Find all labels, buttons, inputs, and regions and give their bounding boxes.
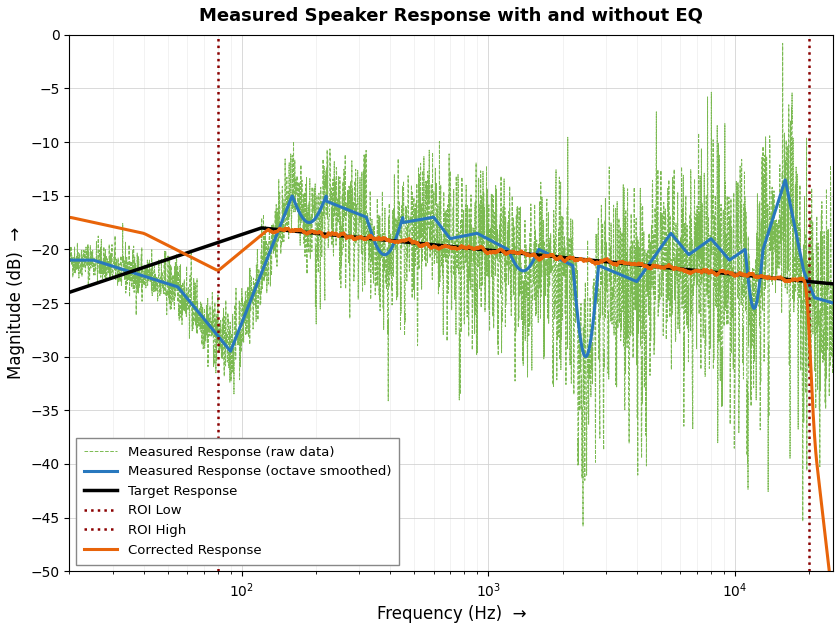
Measured Response (raw data): [357, 256, 367, 264]
Target Response: [65, 289, 75, 296]
Target Response: [391, 238, 401, 245]
Target Response: [197, 244, 207, 251]
Corrected Response: [813, 470, 823, 478]
Measured Response (octave smoothed): [813, 295, 823, 302]
Target Response: [358, 234, 368, 241]
Measured Response (raw data): [65, 252, 75, 260]
Title: Measured Speaker Response with and without EQ: Measured Speaker Response with and witho…: [199, 7, 703, 25]
Target Response: [151, 260, 161, 267]
Measured Response (octave smoothed): [828, 299, 838, 307]
Legend: Measured Response (raw data), Measured Response (octave smoothed), Target Respon: Measured Response (raw data), Measured R…: [76, 438, 399, 564]
ROI Low: [213, 20, 223, 28]
Corrected Response: [151, 236, 161, 244]
Line: Measured Response (octave smoothed): Measured Response (octave smoothed): [70, 180, 833, 357]
Measured Response (raw data): [578, 522, 588, 530]
Measured Response (raw data): [151, 273, 161, 280]
Measured Response (raw data): [391, 232, 401, 239]
Corrected Response: [65, 214, 75, 221]
Line: Corrected Response: Corrected Response: [70, 217, 833, 595]
Corrected Response: [731, 272, 741, 279]
Measured Response (octave smoothed): [197, 312, 207, 320]
Target Response: [828, 280, 838, 288]
Line: Target Response: Target Response: [70, 228, 833, 292]
Line: Measured Response (raw data): Measured Response (raw data): [70, 43, 833, 526]
X-axis label: Frequency (Hz)  →: Frequency (Hz) →: [376, 605, 526, 623]
Measured Response (octave smoothed): [357, 212, 367, 219]
ROI High: [804, 31, 814, 38]
Measured Response (octave smoothed): [731, 252, 741, 260]
Target Response: [256, 224, 266, 232]
Target Response: [813, 278, 823, 286]
Measured Response (octave smoothed): [65, 256, 75, 264]
ROI High: [804, 20, 814, 28]
Measured Response (octave smoothed): [780, 176, 790, 184]
Measured Response (raw data): [828, 308, 838, 316]
Corrected Response: [197, 259, 207, 266]
Measured Response (octave smoothed): [580, 353, 591, 360]
Measured Response (octave smoothed): [391, 236, 401, 244]
Corrected Response: [828, 592, 838, 599]
ROI Low: [213, 31, 223, 38]
Measured Response (raw data): [813, 259, 823, 266]
Measured Response (raw data): [731, 229, 741, 236]
Corrected Response: [357, 234, 367, 242]
Measured Response (octave smoothed): [151, 277, 161, 284]
Measured Response (raw data): [778, 40, 788, 47]
Y-axis label: Magnitude (dB)  →: Magnitude (dB) →: [7, 227, 25, 379]
Corrected Response: [391, 239, 401, 246]
Target Response: [731, 271, 741, 278]
Measured Response (raw data): [197, 341, 207, 348]
